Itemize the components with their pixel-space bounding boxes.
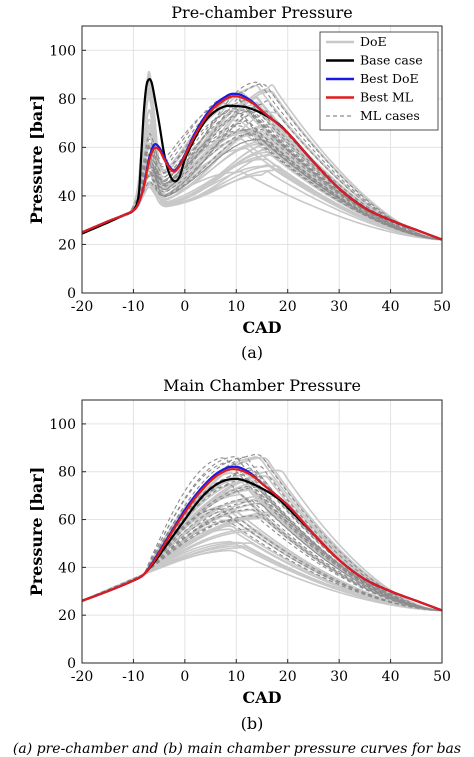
legend-label-best-ml: Best ML [360,90,413,105]
x-tick-label: 20 [279,669,297,685]
x-axis-label: CAD [242,318,281,337]
series-best-ml-line [82,468,442,612]
x-tick-label: -20 [71,299,94,315]
y-tick-label: 100 [49,43,76,59]
doe-curve [82,163,442,241]
y-tick-label: 20 [58,608,76,624]
y-axis-label: Pressure [bar] [27,467,46,597]
y-tick-label: 100 [49,417,76,433]
data-curves [82,453,442,612]
ml-case-curve [82,81,442,241]
x-tick-label: 40 [382,299,400,315]
x-tick-label: -10 [122,299,145,315]
ml-case-curve [82,109,442,241]
y-tick-label: 0 [67,656,76,672]
y-tick-label: 60 [58,513,76,529]
axes-frame [81,25,443,294]
legend: DoE Base case Best DoE Best ML ML cases [319,31,439,131]
x-tick-label: 10 [227,299,245,315]
y-tick-label: 40 [58,189,76,205]
legend-label-ml-cases: ML cases [360,108,420,123]
x-tick-label: 50 [433,299,451,315]
y-tick-label: 20 [58,237,76,253]
figure-caption: (a) pre-chamber and (b) main chamber pre… [13,741,461,757]
y-tick-label: 80 [58,92,76,108]
main-chamber-pressure-chart: -20 -10 0 10 20 30 40 50 0 20 40 60 80 100 Main Chambe… [27,376,451,733]
pre-chamber-pressure-chart: -20 -10 0 10 20 30 40 50 0 20 40 60 80 100 Pre-chamber… [27,3,451,362]
y-tick-label: 80 [58,465,76,481]
panel-label: (b) [241,714,264,733]
y-tick-label: 0 [67,286,76,302]
x-tick-label: -10 [122,669,145,685]
x-tick-label: 40 [382,669,400,685]
y-tick-label: 60 [58,140,76,156]
x-tick-label: 10 [227,669,245,685]
x-axis-label: CAD [242,688,281,707]
chart-title: Main Chamber Pressure [163,376,361,395]
ml-case-curve [82,119,442,241]
axes-frame [81,399,443,664]
x-tick-label: 50 [433,669,451,685]
legend-label-base-case: Base case [360,53,423,68]
x-tick-label: -20 [71,669,94,685]
legend-label-best-doe: Best DoE [360,71,419,86]
y-tick-label: 40 [58,560,76,576]
x-tick-label: 30 [330,669,348,685]
ml-case-curve [82,106,442,241]
panel-label: (a) [241,343,263,362]
y-axis-label: Pressure [bar] [27,95,46,225]
legend-box [319,31,439,131]
data-curves [82,70,442,241]
x-tick-label: 20 [279,299,297,315]
x-tick-label: 0 [180,299,189,315]
chart-title: Pre-chamber Pressure [171,3,352,22]
x-tick-label: 0 [180,669,189,685]
legend-label-doe: DoE [360,34,387,49]
x-tick-label: 30 [330,299,348,315]
series-best-ml-line [82,95,442,241]
